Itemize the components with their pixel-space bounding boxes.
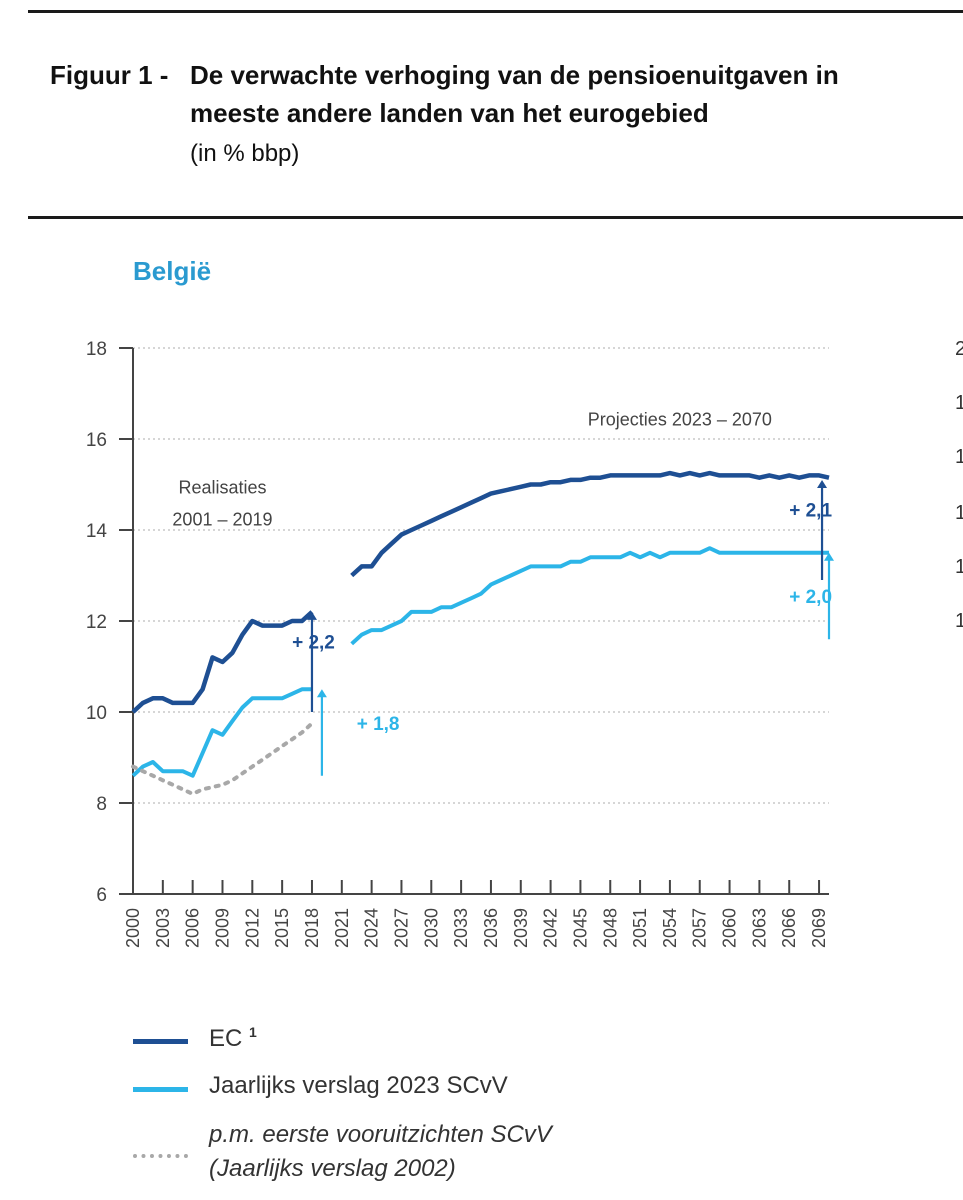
panel-title: België — [133, 256, 212, 286]
x-tick-label: 2027 — [391, 908, 411, 948]
x-tick-label: 2030 — [421, 908, 441, 948]
x-tick-label: 2033 — [451, 908, 471, 948]
figure-heading: Figuur 1 - De verwachte verhoging van de… — [50, 56, 839, 128]
x-tick-label: 2006 — [183, 908, 203, 948]
x-tick-label: 2057 — [690, 908, 710, 948]
annotation-label: Realisaties — [178, 478, 266, 498]
legend-footnote-marker: 1 — [249, 1024, 257, 1040]
y-tick-label: 8 — [96, 794, 107, 815]
legend-label-pm-line-2: (Jaarlijks verslag 2002) — [209, 1155, 456, 1182]
y-tick-label: 12 — [86, 612, 107, 633]
x-tick-label: 2000 — [123, 908, 143, 948]
figure-label: Figuur 1 - — [50, 60, 169, 90]
y-tick-label: 6 — [96, 885, 107, 906]
x-tick-label: 2042 — [541, 908, 561, 948]
change-arrowhead — [817, 479, 828, 488]
figure-unit: (in % bbp) — [190, 140, 300, 167]
x-tick-label: 2009 — [212, 908, 232, 948]
legend-label-pm-line-1: p.m. eerste vooruitzichten SCvV — [209, 1121, 552, 1148]
series-line-ec — [350, 470, 830, 578]
annotation-label: 2001 – 2019 — [172, 509, 272, 529]
x-tick-label: 2045 — [570, 908, 590, 948]
right-panel-tick: 2 — [955, 338, 963, 360]
x-tick-label: 2024 — [362, 908, 382, 948]
header-rule — [28, 216, 963, 219]
x-tick-label: 2018 — [302, 908, 322, 948]
figure-title-line-2: meeste andere landen van het eurogebied — [190, 98, 709, 128]
legend-label-ec: EC — [209, 1025, 243, 1052]
x-tick-label: 2063 — [749, 908, 769, 948]
x-tick-label: 2003 — [153, 908, 173, 948]
x-tick-label: 2066 — [779, 908, 799, 948]
y-tick-label: 10 — [86, 703, 107, 724]
x-tick-label: 2012 — [242, 908, 262, 948]
x-tick-label: 2048 — [600, 908, 620, 948]
change-arrowhead — [306, 611, 317, 620]
series-line-ec — [131, 610, 314, 714]
change-arrowhead — [316, 689, 327, 698]
right-panel-tick: 1 — [955, 446, 963, 468]
x-tick-label: 2054 — [660, 908, 680, 948]
series-line-pm — [131, 721, 314, 796]
change-label: + 2,0 — [789, 587, 832, 608]
right-panel-tick: 1 — [955, 556, 963, 578]
y-tick-label: 14 — [86, 521, 108, 542]
x-tick-label: 2051 — [630, 908, 650, 948]
x-tick-label: 2021 — [332, 908, 352, 948]
series-line-scvv — [131, 687, 312, 778]
y-tick-label: 16 — [86, 430, 107, 451]
change-arrowhead — [824, 552, 834, 561]
right-panel-tick: 1 — [955, 392, 963, 414]
series-line-scvv — [350, 546, 829, 646]
legend-swatch-scvv — [133, 1087, 188, 1092]
change-label: + 2,2 — [292, 632, 335, 653]
right-panel-tick: 1 — [955, 610, 963, 632]
legend-swatch-ec — [133, 1039, 188, 1044]
figure-title-line-1: De verwachte verhoging van de pensioenui… — [190, 60, 839, 90]
x-tick-label: 2069 — [809, 908, 829, 948]
y-tick-label: 18 — [86, 339, 107, 360]
legend-swatch-pm — [133, 1154, 188, 1158]
change-label: + 1,8 — [357, 714, 400, 735]
legend-label-scvv: Jaarlijks verslag 2023 SCvV — [209, 1072, 508, 1099]
x-tick-label: 2060 — [720, 908, 740, 948]
x-tick-label: 2039 — [511, 908, 531, 948]
top-rule — [28, 10, 963, 13]
x-tick-label: 2036 — [481, 908, 501, 948]
annotation-label: Projecties 2023 – 2070 — [588, 409, 772, 429]
pension-chart: 6 8 10 12 14 16 18 2000 2003 2006 2009 2012 2015 2018… — [86, 339, 834, 948]
change-label: + 2,1 — [789, 500, 832, 521]
x-tick-label: 2015 — [272, 908, 292, 948]
right-panel-tick: 1 — [955, 502, 963, 524]
